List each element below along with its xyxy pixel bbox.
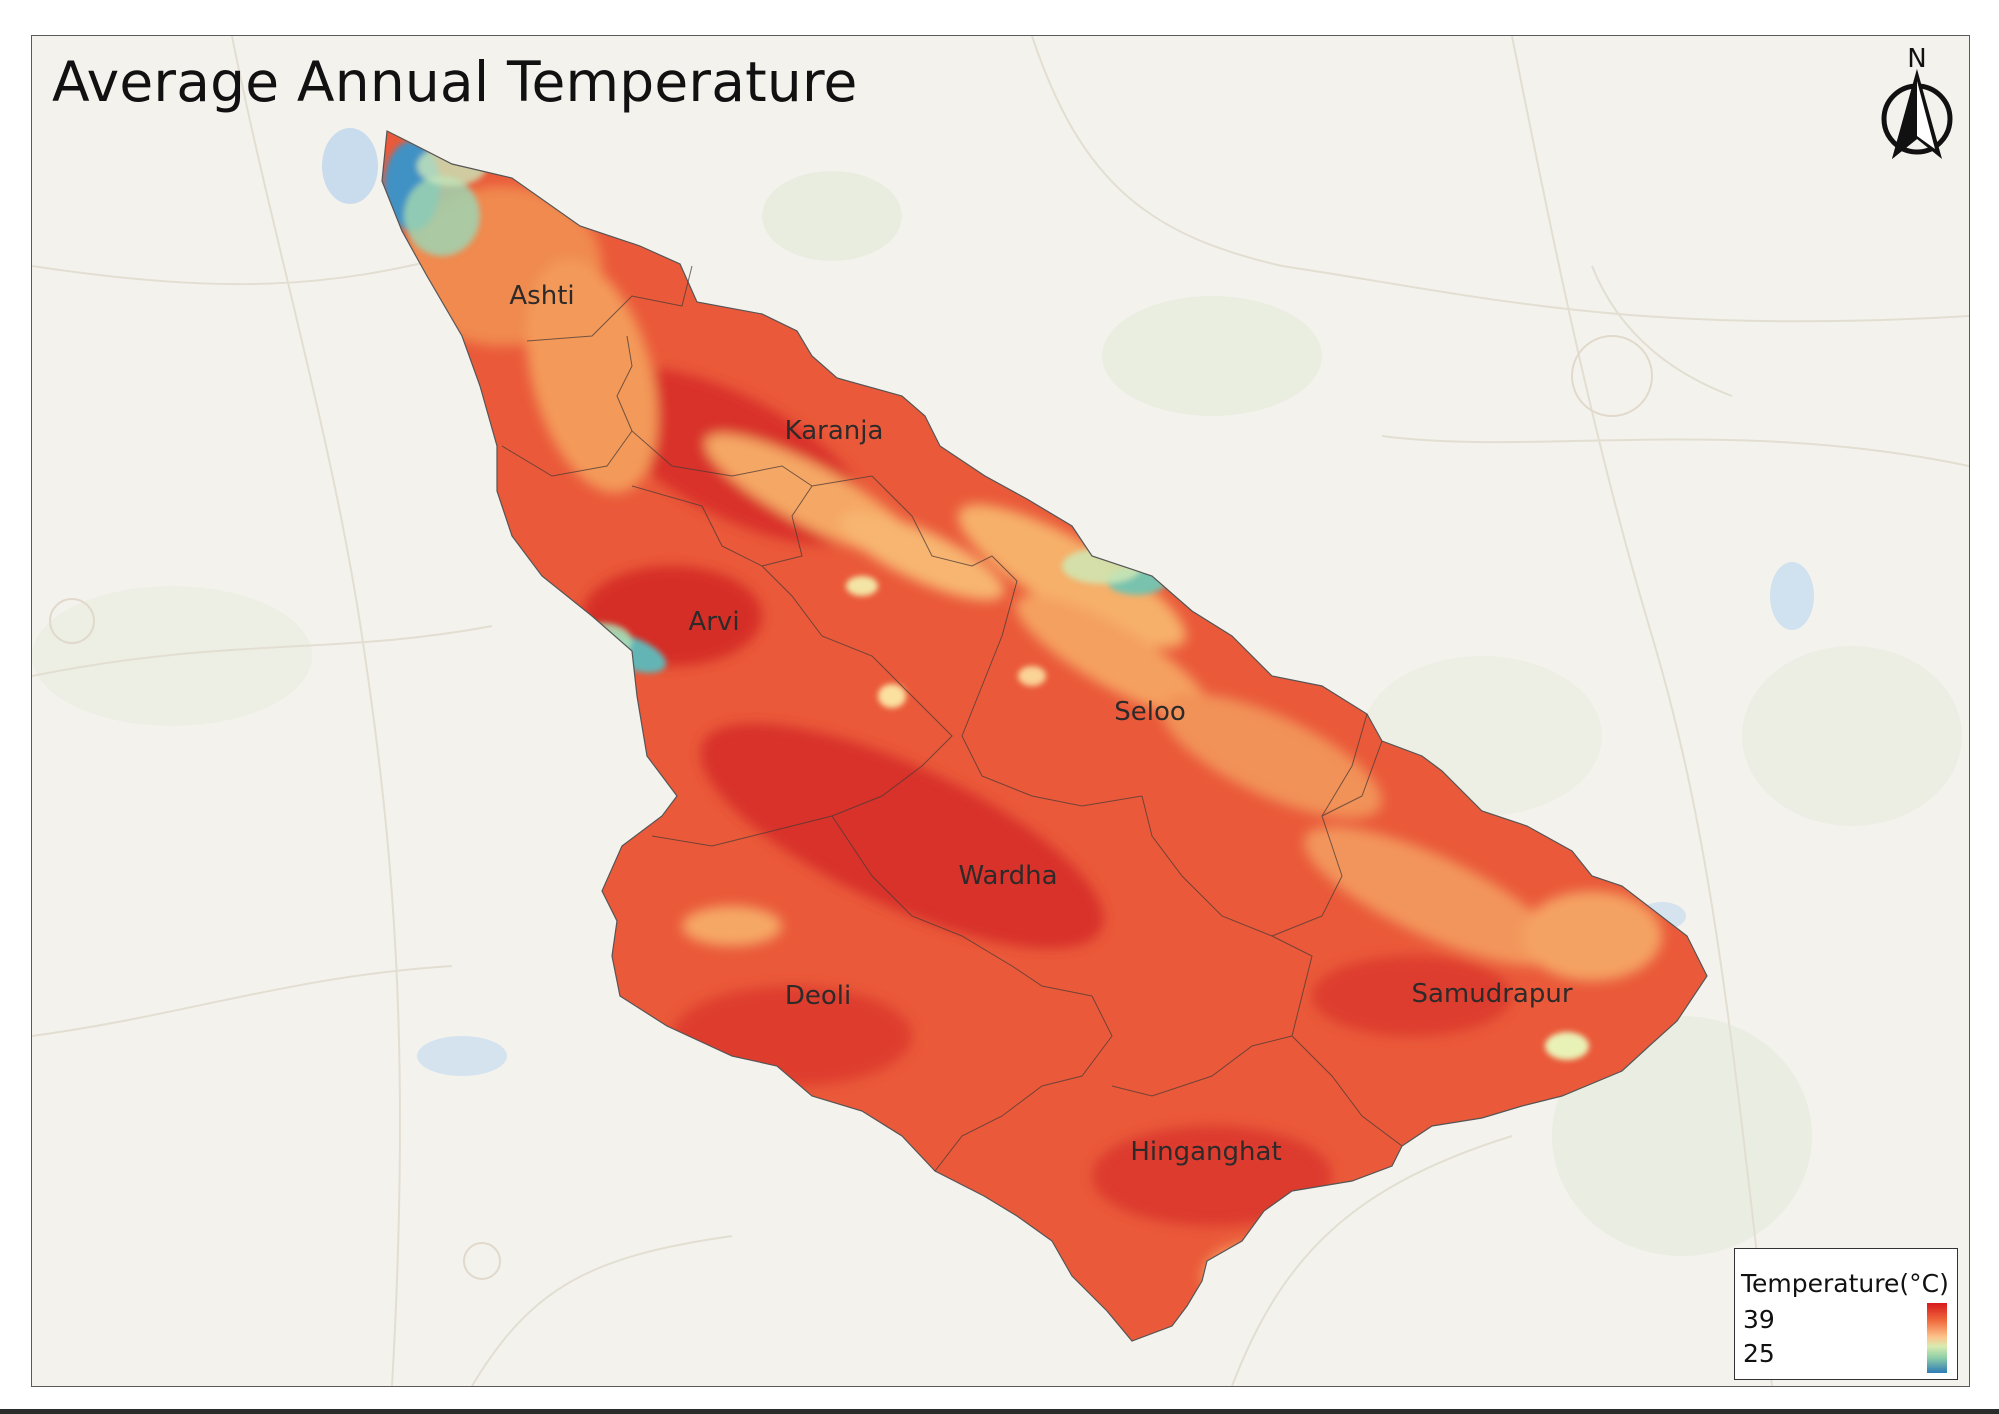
tahsil-boundaries: [501, 265, 1403, 1172]
tahsil-label-ashti: Ashti: [509, 281, 575, 311]
bottom-rule: [0, 1409, 1999, 1414]
map-title: Average Annual Temperature: [52, 50, 858, 114]
tahsil-label-hinganghat: Hinganghat: [1130, 1137, 1282, 1167]
tahsil-label-deoli: Deoli: [784, 981, 852, 1011]
legend-title: Temperature(°C): [1741, 1269, 1949, 1298]
legend-max-value: 39: [1743, 1305, 1775, 1334]
tahsil-label-wardha: Wardha: [958, 861, 1058, 891]
tahsil-label-seloo: Seloo: [1114, 697, 1186, 727]
legend: Temperature(°C) 39 25: [1734, 1248, 1958, 1380]
legend-min-value: 25: [1743, 1339, 1775, 1368]
map-frame: Average Annual Temperature N Ashti Karan…: [31, 35, 1970, 1387]
north-arrow-icon: [1881, 69, 1953, 159]
legend-color-ramp: [1927, 1303, 1947, 1373]
tahsil-label-samudrapur: Samudrapur: [1411, 979, 1573, 1009]
map-canvas[interactable]: [32, 36, 1969, 1386]
tahsil-label-arvi: Arvi: [688, 607, 740, 637]
north-label: N: [1907, 44, 1927, 74]
tahsil-label-karanja: Karanja: [784, 416, 884, 446]
